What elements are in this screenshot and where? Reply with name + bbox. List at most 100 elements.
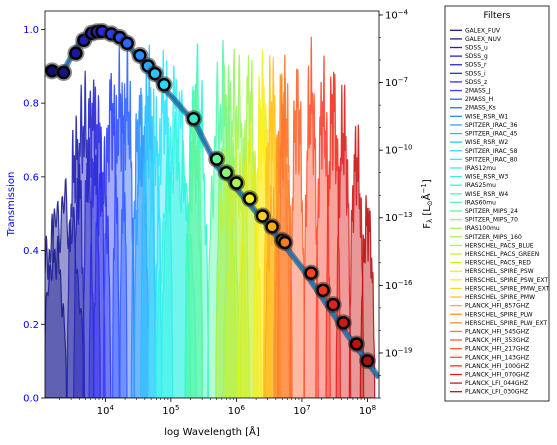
- legend-label: GALEX_FUV: [465, 27, 501, 34]
- legend-label: IRAS25mu: [465, 182, 496, 189]
- legend-item-galex-nuv: GALEX_NUV: [450, 36, 502, 43]
- legend-item-herschel-pacs-green: HERSCHEL_PACS_GREEN: [450, 251, 539, 258]
- legend-item-wise-rsr-w2: WISE_RSR_W2: [450, 139, 508, 146]
- legend-item-spitzer-mips-70: SPITZER_MIPS_70: [450, 217, 518, 224]
- legend-label: PLANCK_HFI_353GHZ: [465, 337, 529, 344]
- legend-label: SPITZER_MIPS_70: [465, 217, 518, 224]
- legend-item-spitzer-irac-45: SPITZER_IRAC_45: [450, 131, 518, 138]
- legend-label: SPITZER_IRAC_36: [465, 122, 518, 129]
- legend-label: GALEX_NUV: [465, 36, 502, 43]
- sed-point: [133, 48, 147, 63]
- legend-label: SPITZER_MIPS_24: [465, 208, 518, 215]
- y-left-tick-label: 0.8: [23, 99, 39, 110]
- y-right-tick-base: 10: [385, 78, 398, 89]
- legend-label: PLANCK_HFI_100GHZ: [465, 363, 529, 370]
- legend-label: HERSCHEL_PACS_GREEN: [465, 251, 539, 258]
- x-tick-base: 10: [97, 406, 110, 417]
- filter-curve-sdss-g: [73, 70, 95, 398]
- legend-item-planck-hfi-353ghz: PLANCK_HFI_353GHZ: [450, 337, 529, 344]
- y-right-tick-base: 10: [385, 10, 398, 21]
- x-tick-label: 106: [228, 404, 246, 417]
- legend-label: HERSCHEL_SPIRE_PMW: [465, 294, 535, 301]
- y-right-tick-label: 10−7: [385, 76, 408, 89]
- x-axis: 104 105 106 107 108: [59, 398, 376, 417]
- legend-item-herschel-spire-psw: HERSCHEL_SPIRE_PSW: [450, 268, 534, 275]
- filter-curve-planck-hfi-217ghz: [303, 36, 319, 398]
- legend-label: PLANCK_LFI_030GHZ: [465, 389, 528, 396]
- x-tick-exp: 6: [241, 404, 246, 412]
- legend-label: IRAS60mu: [465, 199, 496, 206]
- x-tick-label: 108: [359, 404, 376, 417]
- sed-point: [229, 176, 244, 190]
- y-right-tick-label: 10−19: [385, 346, 413, 359]
- y-left-tick-label: 0.2: [23, 320, 39, 331]
- legend-item-wise-rsr-w1: WISE_RSR_W1: [450, 113, 508, 120]
- legend-item-herschel-spire-plw: HERSCHEL_SPIRE_PLW: [450, 311, 533, 318]
- y-right-tick-exp: −4: [398, 8, 409, 16]
- x-axis-label: log Wavelength [Å]: [164, 425, 260, 438]
- legend-item-sdss-u: SDSS_u: [450, 45, 488, 52]
- legend-label: PLANCK_HFI_143GHZ: [465, 354, 529, 361]
- y-right-tick-exp: −7: [398, 76, 408, 84]
- filter-curve-sdss-u: [66, 115, 86, 398]
- x-tick-base: 10: [162, 406, 175, 417]
- legend-item-planck-hfi-857ghz: PLANCK_HFI_857GHZ: [450, 303, 529, 310]
- legend-label: SPITZER_IRAC_58: [465, 148, 518, 155]
- filter-transmission-curves: [45, 36, 376, 398]
- legend-items: GALEX_FUVGALEX_NUVSDSS_uSDSS_gSDSS_rSDSS…: [450, 27, 550, 396]
- x-tick-exp: 7: [306, 404, 310, 412]
- legend-item-herschel-pacs-red: HERSCHEL_PACS_RED: [450, 260, 531, 267]
- sed-point: [349, 337, 364, 351]
- sed-point: [219, 165, 234, 180]
- x-tick-base: 10: [293, 406, 306, 417]
- sed-point: [316, 283, 330, 297]
- legend-item-herschel-spire-plw-ext: HERSCHEL_SPIRE_PLW_EXT: [450, 320, 547, 327]
- legend-item-herschel-spire-pmw-ext: HERSCHEL_SPIRE_PMW_EXT: [450, 285, 550, 292]
- legend-item-planck-hfi-143ghz: PLANCK_HFI_143GHZ: [450, 354, 529, 361]
- legend-item-iras100mu: IRAS100mu: [450, 225, 500, 232]
- legend-item-sdss-i: SDSS_i: [450, 70, 486, 77]
- sed-point: [56, 65, 71, 80]
- legend-label: IRAS100mu: [465, 225, 500, 232]
- plot-frame: [44, 10, 380, 399]
- legend-item-sdss-r: SDSS_r: [450, 62, 487, 69]
- x-tick-label: 105: [162, 404, 179, 417]
- y-right-tick-exp: −19: [398, 346, 413, 354]
- legend-item-spitzer-irac-80: SPITZER_IRAC_80: [450, 156, 518, 163]
- y-right-tick-base: 10: [385, 348, 398, 359]
- legend-label: PLANCK_HFI_217GHZ: [465, 346, 529, 353]
- filter-curve-spitzer-mips-24: [187, 71, 204, 398]
- legend-item-herschel-pacs-blue: HERSCHEL_PACS_BLUE: [450, 242, 534, 249]
- legend-item-planck-lfi-044ghz: PLANCK_LFI_044GHZ: [450, 380, 528, 387]
- y-right-tick-label: 10−16: [385, 279, 413, 292]
- x-tick-base: 10: [228, 406, 241, 417]
- legend-label: SPITZER_MIPS_160: [465, 234, 522, 241]
- sed-point: [360, 354, 375, 368]
- legend-item-2mass-j: 2MASS_J: [450, 88, 491, 95]
- legend-item-spitzer-irac-58: SPITZER_IRAC_58: [450, 148, 518, 155]
- sed-point: [148, 66, 162, 81]
- filter-curve-spitzer-irac-58: [147, 88, 163, 398]
- legend-label: WISE_RSR_W4: [465, 191, 508, 198]
- x-tick-exp: 5: [175, 404, 179, 412]
- legend-frame: [444, 5, 550, 402]
- legend-label: IRAS12mu: [465, 165, 496, 172]
- legend-item-galex-fuv: GALEX_FUV: [450, 27, 501, 34]
- legend-label: HERSCHEL_SPIRE_PLW_EXT: [465, 320, 547, 327]
- legend-label: SPITZER_IRAC_45: [465, 131, 518, 138]
- legend-label: HERSCHEL_SPIRE_PSW: [465, 268, 534, 275]
- x-tick-exp: 4: [109, 404, 114, 412]
- y-right-tick-exp: −13: [398, 211, 413, 219]
- legend-label: PLANCK_HFI_857GHZ: [465, 303, 529, 310]
- legend-item-planck-hfi-100ghz: PLANCK_HFI_100GHZ: [450, 363, 529, 370]
- legend-item-planck-hfi-070ghz: PLANCK_HFI_070GHZ: [450, 371, 529, 378]
- legend-label: 2MASS_J: [465, 88, 491, 95]
- y-right-tick-label: 10−13: [385, 211, 413, 224]
- legend-item-planck-hfi-217ghz: PLANCK_HFI_217GHZ: [450, 346, 529, 353]
- legend-label: WISE_RSR_W3: [465, 174, 508, 181]
- sed-point: [336, 316, 351, 330]
- x-tick-base: 10: [359, 406, 372, 417]
- y-axis-right-label: Fλ [L⊙Å−1]: [420, 179, 434, 229]
